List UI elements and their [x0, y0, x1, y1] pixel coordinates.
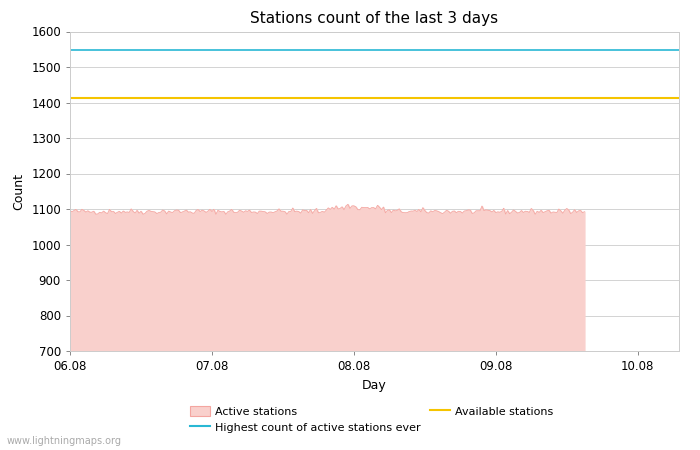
Legend: Active stations, Highest count of active stations ever, Available stations: Active stations, Highest count of active… [186, 401, 558, 437]
Title: Stations count of the last 3 days: Stations count of the last 3 days [251, 11, 498, 26]
Text: www.lightningmaps.org: www.lightningmaps.org [7, 436, 122, 446]
Y-axis label: Count: Count [13, 173, 26, 210]
X-axis label: Day: Day [362, 378, 387, 392]
